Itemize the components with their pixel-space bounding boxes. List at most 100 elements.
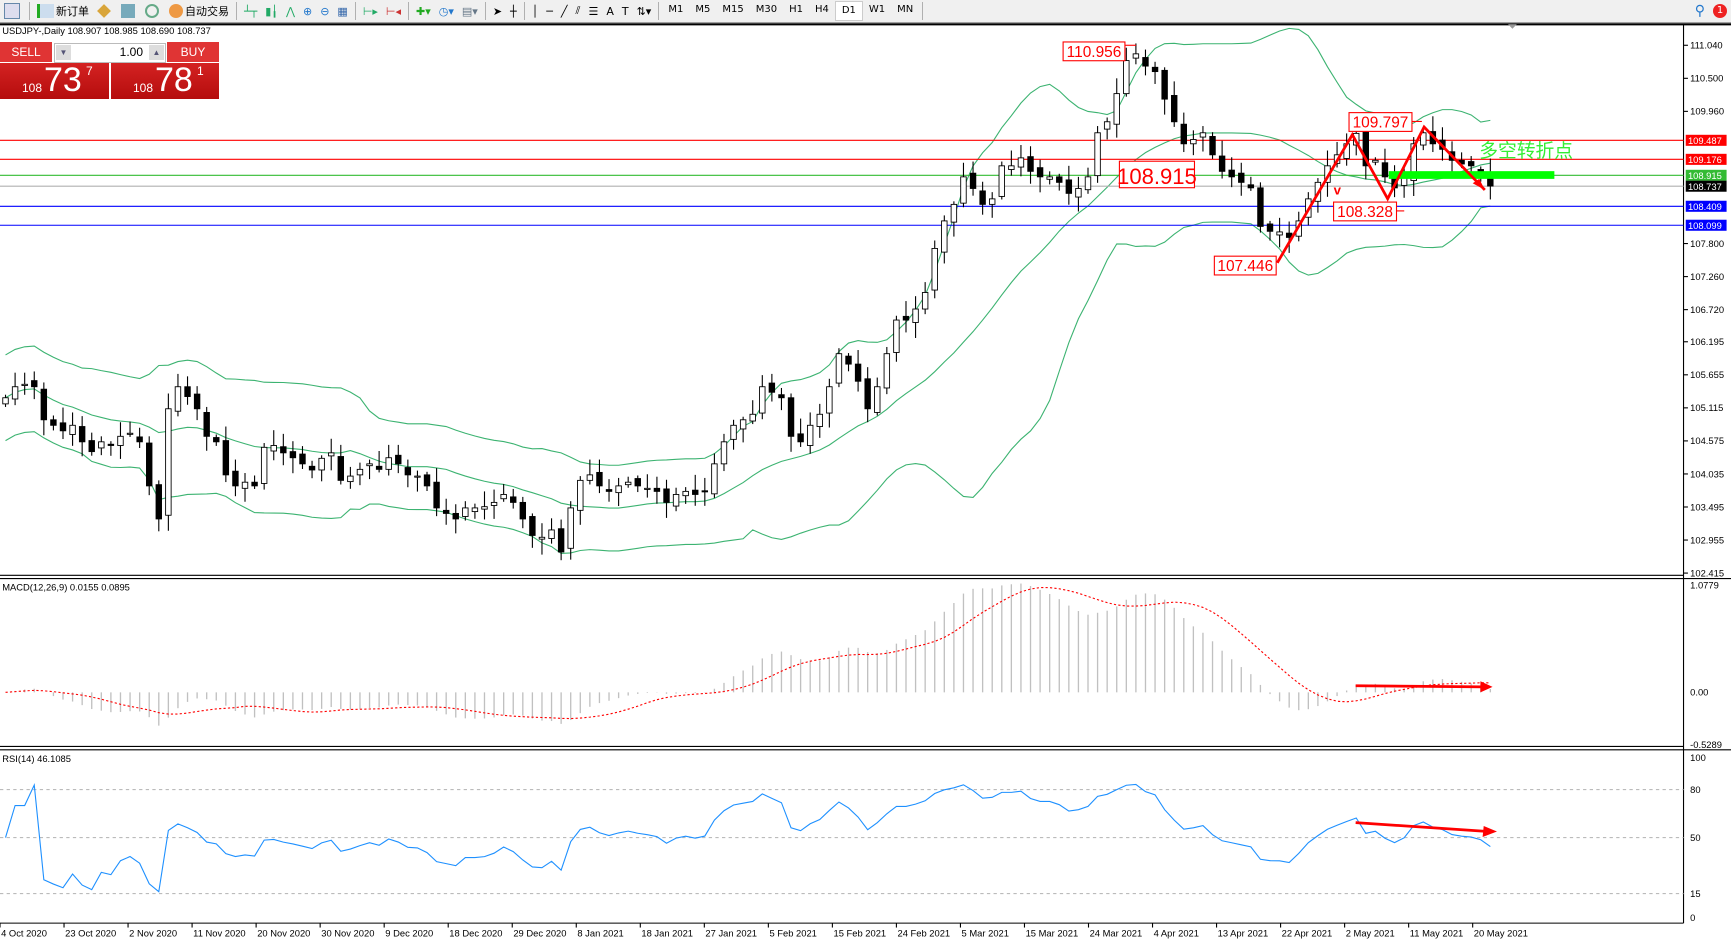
lot-decrease-button[interactable]: ▼ [56,45,71,60]
candle [749,400,756,425]
notifications-button[interactable]: 1 [1709,1,1731,21]
candle [510,488,517,509]
sell-price[interactable]: 108 73 7 [0,61,109,99]
candle [1036,159,1044,193]
periods-button[interactable]: ◷▾ [435,1,458,21]
bear-candle-body [692,489,699,495]
vertical-line-button[interactable]: │ [528,1,543,21]
candle [1180,112,1187,153]
bull-candle-body [672,494,680,507]
bull-candle-body [1075,188,1082,198]
market-watch-button[interactable] [93,1,117,21]
cursor-button[interactable]: ➤ [489,1,506,21]
line-chart-button[interactable]: ⋀ [282,1,299,21]
candle [701,477,709,506]
fibonacci-button[interactable]: ☰ [584,1,602,21]
candle [11,372,19,406]
timeframe-m30[interactable]: M30 [755,4,778,15]
candle [1065,165,1073,205]
zoom-out-button[interactable]: ⊖ [316,1,333,21]
auto-scroll-button[interactable]: ⊢▸ [359,1,382,21]
lot-size-stepper[interactable]: ▼ ▲ [54,43,166,63]
candle [663,479,670,518]
candle [854,350,862,392]
bear-candle-body [136,436,143,443]
bear-candle-body [232,470,239,487]
auto-trading-button[interactable]: 自动交易 [165,1,233,21]
buy-button[interactable]: BUY [167,42,219,62]
date-label: 24 Mar 2021 [1090,928,1143,938]
candle [998,161,1005,200]
price-level-tag [1685,200,1727,212]
timeframe-h1[interactable]: H1 [789,4,803,15]
candle [1228,157,1235,188]
divider [29,2,30,20]
bear-candle-body [519,501,527,520]
chart-shift-marker[interactable] [1508,24,1517,29]
bull-candle-body [759,386,766,414]
candle [912,296,919,338]
bar-chart-button[interactable]: ┴┬ [240,1,261,21]
timeframe-m1[interactable]: M1 [668,4,684,15]
signals-button[interactable] [141,1,165,21]
bear-candle-body [1238,172,1245,183]
timeframe-w1[interactable]: W1 [868,4,886,15]
bear-candle-body [634,478,641,487]
candle [816,403,823,438]
candle [806,412,814,454]
bull-candle-body [615,485,622,494]
zoom-tool[interactable] [0,1,26,21]
candle [1218,140,1226,179]
price-level-value: 109.176 [1688,155,1722,165]
bull-candle-body [126,432,134,435]
timeframe-m15[interactable]: M15 [722,4,744,15]
text-button[interactable]: A [602,1,618,21]
new-order-button[interactable]: 新订单 [33,1,93,21]
candle [462,501,469,521]
candle [356,462,364,486]
indicators-button[interactable]: ✚▾ [412,1,435,21]
candle-chart-button[interactable]: ▮╽ [261,1,282,21]
date-label: 5 Mar 2021 [962,928,1009,938]
candle [548,518,555,544]
date-label: 23 Oct 2020 [65,928,116,938]
bear-candle-body [1257,187,1264,227]
navigator-button[interactable] [117,1,141,21]
chart-shift-button[interactable]: ⊢◂ [382,1,405,21]
macd-axis-label: 0.00 [1690,688,1708,698]
candle [730,419,737,450]
date-label: 11 May 2021 [1410,928,1464,938]
tile-windows-button[interactable]: ▦ [333,1,351,21]
divider [354,2,356,20]
arrows-button[interactable]: ⇅▾ [633,1,656,21]
lot-increase-button[interactable]: ▲ [149,45,164,60]
buy-price[interactable]: 108 78 1 [111,61,219,99]
timeframe-d1[interactable]: D1 [834,1,863,21]
templates-button[interactable]: ▤▾ [458,1,482,21]
candle [241,473,249,502]
panel-frames [0,23,1731,924]
timeframe-m5[interactable]: M5 [695,4,711,15]
candle [184,376,191,405]
horizontal-line-button[interactable]: ─ [542,1,557,21]
bull-candle-body [471,507,479,513]
candle [395,444,402,474]
candle [174,373,182,417]
timeframe-mn[interactable]: MN [897,4,914,15]
trendline-button[interactable]: ╱ [557,1,572,21]
text-label-button[interactable]: T [618,1,633,21]
lot-size-input[interactable] [73,45,143,59]
search-button[interactable]: ⚲ [1691,1,1709,21]
candle [1247,176,1255,191]
zoom-in-button[interactable]: ⊕ [299,1,316,21]
sell-button[interactable]: SELL [0,42,52,62]
date-label: 20 Nov 2020 [257,928,310,938]
crosshair-button[interactable]: ┼ [506,1,521,21]
rsi-panel: 100 80 50 15 0 [0,753,1706,923]
candle [299,446,306,469]
channel-button[interactable]: ⫽ [572,1,585,21]
bull-candle-body [835,353,843,384]
bull-candle-body [806,424,814,446]
timeframe-h4[interactable]: H4 [814,4,829,15]
